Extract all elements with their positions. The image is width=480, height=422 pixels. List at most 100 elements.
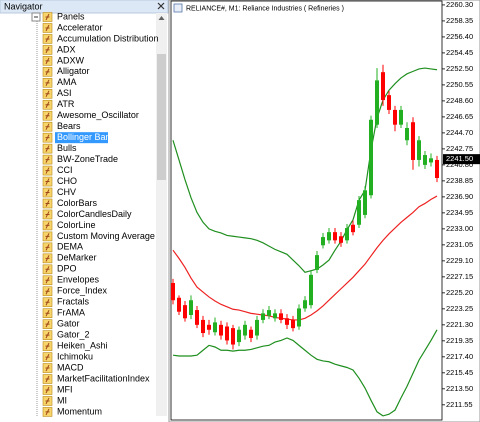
indicator-icon-glyph [45, 57, 50, 65]
indicator-icon-glyph [45, 277, 50, 284]
candle-body [399, 109, 403, 125]
indicator-icon-glyph [45, 145, 50, 152]
candle-body [219, 324, 223, 336]
navigator-item[interactable]: Accelerator [57, 22, 103, 32]
y-tick-label: 2258.35 [446, 16, 473, 25]
y-tick-label: 2250.55 [446, 80, 473, 89]
navigator-item[interactable]: ColorCandlesDaily [57, 209, 132, 219]
navigator-item[interactable]: Panels [57, 11, 85, 21]
candle-body [423, 155, 427, 165]
navigator-item[interactable]: DEMA [57, 242, 83, 252]
candle-body [339, 236, 343, 243]
candle-body [327, 232, 331, 241]
y-tick-label: 2234.95 [446, 208, 473, 217]
navigator-item[interactable]: Accumulation Distribution [57, 33, 159, 43]
y-tick-label: 2211.55 [446, 400, 473, 409]
indicator-icon-glyph [45, 211, 50, 218]
indicator-icon-glyph [45, 342, 50, 350]
navigator-item[interactable]: Momentum [57, 406, 102, 416]
y-tick-label: 2256.40 [446, 32, 473, 41]
navigator-item[interactable]: ATR [57, 99, 75, 109]
navigator-item[interactable]: Bulls [57, 143, 77, 153]
candle-body [279, 313, 283, 320]
indicator-icon-glyph [45, 35, 50, 43]
y-tick-label: 2246.65 [446, 112, 473, 121]
candle-body [393, 109, 397, 125]
chart-title: RELIANCE#, M1: Reliance Industries ( Ref… [186, 5, 344, 12]
indicator-icon-glyph [45, 255, 50, 262]
navigator-item[interactable]: MI [57, 395, 67, 405]
navigator-item[interactable]: Ichimoku [57, 351, 93, 361]
navigator-item[interactable]: DPO [57, 264, 77, 274]
y-tick-label: 2227.15 [446, 272, 473, 281]
y-tick-label: 2236.90 [446, 192, 473, 201]
navigator-item[interactable]: MarketFacilitationIndex [57, 373, 150, 383]
candle-body [201, 319, 205, 334]
candle-body [303, 300, 307, 309]
indicator-icon-glyph [45, 397, 50, 405]
navigator-item[interactable]: Envelopes [57, 275, 100, 285]
y-tick-label: 2238.85 [446, 176, 473, 185]
indicator-icon-glyph [45, 233, 50, 240]
navigator-item[interactable]: Awesome_Oscillator [57, 110, 139, 120]
indicator-icon-glyph [45, 364, 50, 372]
candle-body [417, 140, 421, 160]
y-tick-label: 2221.30 [446, 320, 473, 329]
candle-body [405, 127, 409, 141]
navigator-item[interactable]: Fractals [57, 297, 90, 307]
navigator-item[interactable]: ADXW [57, 55, 85, 65]
navigator-item[interactable]: DeMarker [57, 253, 97, 263]
navigator-item[interactable]: Alligator [57, 66, 90, 76]
indicator-icon-glyph [45, 167, 50, 174]
scrollbar-track[interactable] [156, 13, 167, 416]
navigator-item[interactable]: Heiken_Ashi [57, 340, 108, 350]
y-tick-label: 2217.40 [446, 352, 473, 361]
navigator-item[interactable]: ColorLine [57, 220, 96, 230]
candle-body [333, 232, 337, 241]
navigator-item[interactable]: Custom Moving Average [57, 231, 155, 241]
y-tick-label: 2240.80 [446, 160, 473, 169]
candle-body [213, 322, 217, 333]
candle-body [435, 159, 439, 179]
navigator-item[interactable]: ADX [57, 44, 76, 54]
candle-body [267, 310, 271, 316]
navigator-item[interactable]: CCI [57, 165, 73, 175]
indicator-icon-glyph [45, 112, 50, 119]
candle-body [369, 119, 373, 196]
navigator-item[interactable]: FrAMA [57, 308, 85, 318]
candle-body [183, 305, 187, 319]
indicator-icon-glyph [45, 408, 50, 416]
candle-body [225, 326, 229, 341]
navigator-item[interactable]: BW-ZoneTrade [57, 154, 118, 164]
navigator-item[interactable]: Gator [57, 319, 80, 329]
navigator-item[interactable]: Gator_2 [57, 330, 90, 340]
indicator-icon-glyph [45, 288, 50, 295]
indicator-icon-glyph [45, 189, 50, 196]
navigator-item[interactable]: AMA [57, 77, 77, 87]
navigator-item[interactable]: CHV [57, 187, 76, 197]
navigator-header [0, 0, 169, 14]
navigator-item[interactable]: MACD [57, 362, 84, 372]
y-tick-label: 2254.45 [446, 48, 473, 57]
scrollbar-up[interactable] [158, 16, 165, 20]
navigator-item[interactable]: ASI [57, 88, 72, 98]
navigator-close[interactable] [157, 2, 165, 10]
candle-body [381, 72, 385, 101]
candle-body [249, 329, 253, 338]
chart: 2260.30 2258.35 2256.40 2254.45 2252.50 2250.… [171, 0, 480, 417]
scrollbar-thumb[interactable] [157, 54, 166, 180]
indicator-icon-glyph [45, 386, 50, 394]
indicator-icon-glyph [45, 46, 50, 54]
navigator-item[interactable]: Bears [57, 121, 81, 131]
navigator-item[interactable]: MFI [57, 384, 73, 394]
navigator-item[interactable]: ColorBars [57, 198, 98, 208]
navigator-item[interactable]: CHO [57, 176, 77, 186]
y-tick-label: 2242.75 [446, 144, 473, 153]
navigator-item[interactable]: Force_Index [57, 286, 108, 296]
candle-body [321, 237, 325, 246]
navigator-item[interactable]: Bollinger Band [57, 132, 116, 142]
candle-body [291, 319, 295, 329]
y-tick-label: 2260.30 [446, 0, 473, 9]
